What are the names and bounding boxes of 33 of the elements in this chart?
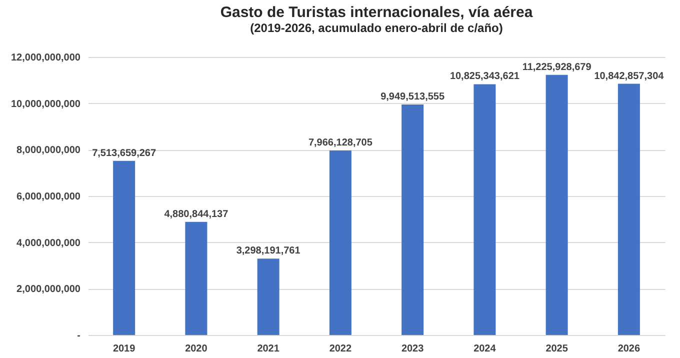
x-tick-label: 2026 [618, 344, 640, 354]
bar [257, 258, 280, 335]
bar [329, 150, 352, 335]
data-label: 3,298,191,761 [236, 246, 301, 257]
x-tick-label: 2024 [474, 344, 496, 354]
bar [546, 74, 568, 335]
y-tick-label: 12,000,000,000 [10, 52, 81, 64]
bar [185, 222, 208, 335]
x-tick-label: 2022 [329, 344, 352, 354]
x-tick-label: 2025 [546, 344, 568, 354]
y-tick-label: 4,000,000,000 [16, 238, 81, 249]
bar [113, 160, 136, 335]
data-label: 7,513,659,267 [92, 148, 156, 159]
x-tick-label: 2021 [257, 344, 280, 354]
bar [402, 104, 424, 335]
x-tick-label: 2023 [401, 344, 424, 354]
data-label: 7,966,128,705 [308, 137, 373, 148]
data-label: 4,880,844,137 [164, 208, 229, 220]
bar [474, 84, 496, 335]
data-label: 10,842,857,304 [594, 70, 664, 82]
bar [618, 84, 640, 335]
chart-subtitle: (2019-2026, acumulado enero-abril de c/año) [250, 21, 503, 35]
x-tick-label: 2020 [185, 344, 208, 354]
y-tick-label: - [77, 330, 80, 342]
y-tick-label: 6,000,000,000 [16, 192, 81, 202]
chart-title: Gasto de Turistas internacionales, vía aérea [220, 4, 534, 21]
y-tick-label: 2,000,000,000 [16, 284, 81, 296]
data-label: 10,825,343,621 [450, 71, 520, 82]
x-tick-label: 2019 [112, 344, 136, 354]
y-tick-label: 8,000,000,000 [16, 145, 81, 156]
data-label: 11,225,928,679 [522, 62, 592, 73]
y-tick-label: 10,000,000,000 [10, 98, 81, 110]
data-label: 9,949,513,555 [380, 92, 445, 103]
